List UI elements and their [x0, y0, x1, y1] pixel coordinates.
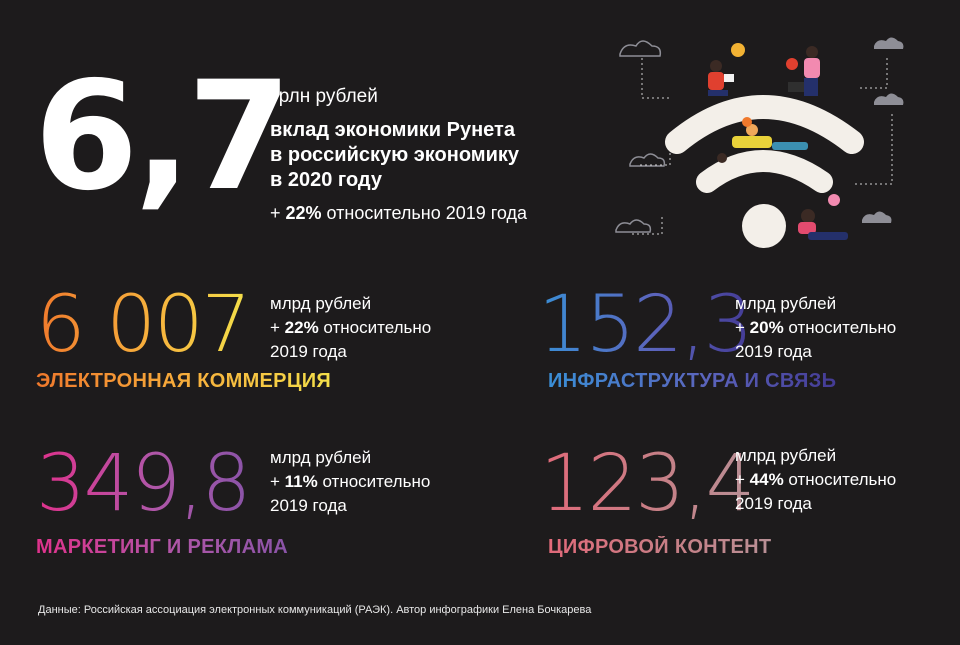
growth-text: + 22% относительно — [270, 316, 431, 340]
growth-text: + 11% относительно — [270, 470, 430, 494]
ecommerce-meta: млрд рублей + 22% относительно 2019 года — [270, 292, 431, 364]
growth-prefix: + — [735, 318, 750, 337]
ecommerce-value: 6 007 — [36, 280, 251, 370]
hero-description-line: в российскую экономику — [270, 144, 520, 166]
hero-description: вклад экономики Рунета в российскую экон… — [270, 118, 600, 193]
wifi-people-illustration — [612, 30, 912, 270]
infrastructure-label: ИНФРАСТРУКТУРА И СВЯЗЬ — [548, 370, 837, 392]
growth-pct: 44% — [749, 470, 784, 489]
growth-prefix: + — [270, 203, 286, 223]
hero-description-line: вклад экономики Рунета — [270, 119, 515, 141]
growth-pct: 22% — [285, 203, 322, 223]
hero-description-line: в 2020 году — [270, 169, 382, 191]
growth-suffix: относительно — [318, 318, 432, 337]
growth-prefix: + — [270, 472, 285, 491]
growth-pct: 20% — [749, 318, 784, 337]
hero-growth: + 22% относительно 2019 года — [270, 203, 527, 224]
people-figures — [708, 43, 848, 240]
digital-content-value: 123,4 — [540, 439, 755, 529]
unit-text: млрд рублей — [735, 294, 837, 313]
growth-text: + 20% относительно — [735, 316, 896, 340]
marketing-value: 349,8 — [36, 439, 251, 529]
wifi-icon — [665, 95, 864, 193]
growth-pct: 22% — [284, 318, 319, 337]
unit-text: млрд рублей — [270, 448, 372, 467]
growth-prefix: + — [735, 470, 750, 489]
source-note: Данные: Российская ассоциация электронны… — [38, 604, 592, 616]
ecommerce-label: ЭЛЕКТРОННАЯ КОММЕРЦИЯ — [36, 370, 332, 392]
growth-year: 2019 года — [735, 342, 812, 361]
hero-unit: трлн рублей — [270, 86, 378, 107]
growth-prefix: + — [270, 318, 285, 337]
growth-suffix: относительно — [783, 470, 897, 489]
wifi-illustration-icon — [615, 37, 904, 248]
growth-year: 2019 года — [270, 496, 347, 515]
digital-content-meta: млрд рублей + 44% относительно 2019 года — [735, 444, 896, 516]
digital-content-label: ЦИФРОВОЙ КОНТЕНТ — [548, 536, 772, 558]
hero-value: 6,7 — [34, 50, 292, 224]
growth-text: + 44% относительно — [735, 468, 896, 492]
growth-suffix: относительно 2019 года — [321, 203, 528, 223]
infrastructure-value: 152,3 — [538, 280, 753, 370]
growth-pct: 11% — [284, 472, 318, 491]
cloud-filled-icon — [862, 37, 904, 223]
cloud-icon — [615, 40, 666, 233]
infrastructure-meta: млрд рублей + 20% относительно 2019 года — [735, 292, 896, 364]
growth-year: 2019 года — [270, 342, 347, 361]
growth-year: 2019 года — [735, 494, 812, 513]
growth-suffix: относительно — [317, 472, 431, 491]
growth-suffix: относительно — [783, 318, 897, 337]
unit-text: млрд рублей — [270, 294, 372, 313]
marketing-label: МАРКЕТИНГ И РЕКЛАМА — [36, 536, 289, 558]
marketing-meta: млрд рублей + 11% относительно 2019 года — [270, 446, 430, 518]
unit-text: млрд рублей — [735, 446, 837, 465]
